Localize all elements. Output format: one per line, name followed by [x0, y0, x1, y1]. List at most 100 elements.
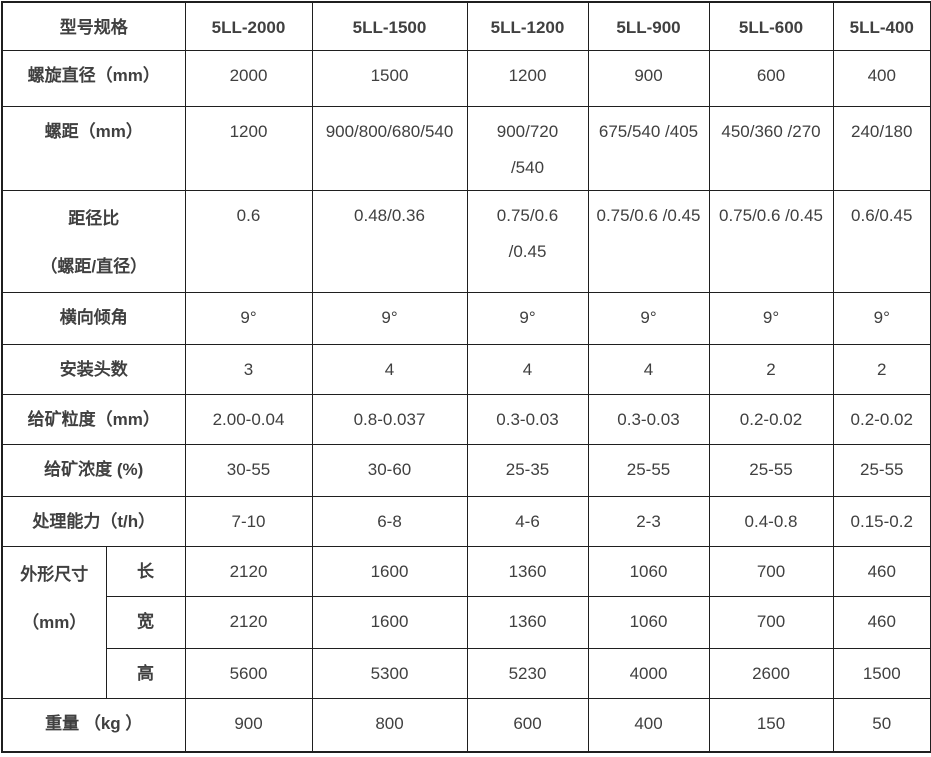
row-label: 螺距（mm） [1, 105, 186, 191]
table-cell: 900/800/680/540 [311, 105, 468, 191]
column-header-5ll-600: 5LL-600 [708, 1, 834, 51]
table-cell: 0.2-0.02 [708, 393, 834, 445]
table-cell: 0.4-0.8 [708, 495, 834, 547]
row-feed-concentration: 给矿浓度 (%) 30-55 30-60 25-35 25-55 25-55 2… [1, 443, 931, 497]
table-cell: 0.8-0.037 [311, 393, 468, 445]
table-cell: 0.15-0.2 [832, 495, 931, 547]
row-pitch-diameter-ratio: 距径比 （螺距/直径） 0.6 0.48/0.36 0.75/0.6 /0.45… [1, 189, 931, 293]
row-pitch: 螺距（mm） 1200 900/800/680/540 900/720 /540… [1, 105, 931, 191]
table-cell: 1500 [311, 49, 468, 107]
row-label: 给矿浓度 (%) [1, 443, 186, 497]
table-cell: 0.2-0.02 [832, 393, 931, 445]
table-cell: 450/360 /270 [708, 105, 834, 191]
table-cell: 150 [708, 697, 834, 753]
table-cell: 700 [708, 545, 834, 597]
table-cell: 4 [311, 343, 468, 395]
table-cell: 460 [832, 545, 931, 597]
table-cell: 1600 [311, 595, 468, 649]
table-cell: 0.6/0.45 [832, 189, 931, 293]
table-cell: 400 [587, 697, 710, 753]
header-row: 型号规格 5LL-2000 5LL-1500 5LL-1200 5LL-900 … [1, 1, 931, 51]
table-cell: 3 [184, 343, 313, 395]
table-cell: 1360 [466, 545, 589, 597]
row-transverse-angle: 横向倾角 9° 9° 9° 9° 9° 9° [1, 291, 931, 345]
table-cell: 400 [832, 49, 931, 107]
row-label: 处理能力（t/h） [1, 495, 186, 547]
column-header-5ll-1200: 5LL-1200 [466, 1, 589, 51]
sub-row-label-length: 长 [105, 545, 186, 597]
table-cell: 2120 [184, 595, 313, 649]
table-cell: 25-55 [708, 443, 834, 497]
table-cell: 800 [311, 697, 468, 753]
row-label: 横向倾角 [1, 291, 186, 345]
table-cell: 25-55 [587, 443, 710, 497]
table-cell: 2000 [184, 49, 313, 107]
table-cell: 600 [466, 697, 589, 753]
table-cell: 7-10 [184, 495, 313, 547]
table-cell: 240/180 [832, 105, 931, 191]
table-cell: 1060 [587, 595, 710, 649]
row-label: 螺旋直径（mm） [1, 49, 186, 107]
table-cell: 0.75/0.6 /0.45 [466, 189, 589, 293]
sub-row-label-height: 高 [105, 647, 186, 699]
row-feed-size: 给矿粒度（mm） 2.00-0.04 0.8-0.037 0.3-0.03 0.… [1, 393, 931, 445]
table-cell: 0.75/0.6 /0.45 [587, 189, 710, 293]
row-label: 重量 （kg ） [1, 697, 186, 753]
table-cell: 5230 [466, 647, 589, 699]
table-cell: 4000 [587, 647, 710, 699]
table-cell: 0.3-0.03 [466, 393, 589, 445]
column-header-5ll-400: 5LL-400 [832, 1, 931, 51]
row-spiral-diameter: 螺旋直径（mm） 2000 1500 1200 900 600 400 [1, 49, 931, 107]
row-dimensions-width: 宽 2120 1600 1360 1060 700 460 [2, 595, 931, 649]
table-cell: 1600 [311, 545, 468, 597]
row-dimensions-length: 外形尺寸 （mm） 长 2120 1600 1360 1060 700 460 [1, 545, 931, 699]
table-cell: 30-55 [184, 443, 313, 497]
table-cell: 9° [708, 291, 834, 345]
table-cell: 600 [708, 49, 834, 107]
table-cell: 460 [832, 595, 931, 649]
corner-header-cell: 型号规格 [1, 1, 186, 51]
table-cell: 700 [708, 595, 834, 649]
table-cell: 50 [832, 697, 931, 753]
table-cell: 900/720 /540 [466, 105, 589, 191]
table-cell: 1200 [184, 105, 313, 191]
column-header-5ll-900: 5LL-900 [587, 1, 710, 51]
table-cell: 9° [587, 291, 710, 345]
row-label: 给矿粒度（mm） [1, 393, 186, 445]
table-cell: 2 [832, 343, 931, 395]
table-cell: 9° [466, 291, 589, 345]
table-cell: 900 [587, 49, 710, 107]
row-dimensions-height: 高 5600 5300 5230 4000 2600 1500 [2, 647, 931, 699]
table-cell: 1500 [832, 647, 931, 699]
dimensions-group-label: 外形尺寸 （mm） [1, 545, 107, 699]
table-cell: 0.6 [184, 189, 313, 293]
table-cell: 1060 [587, 545, 710, 597]
table-cell: 900 [184, 697, 313, 753]
table-cell: 6-8 [311, 495, 468, 547]
table-cell: 4 [466, 343, 589, 395]
table-cell: 2 [708, 343, 834, 395]
table-cell: 1200 [466, 49, 589, 107]
column-header-5ll-1500: 5LL-1500 [311, 1, 468, 51]
row-weight: 重量 （kg ） 900 800 600 400 150 50 [1, 697, 931, 753]
table-cell: 30-60 [311, 443, 468, 497]
table-cell: 1360 [466, 595, 589, 649]
table-cell: 4-6 [466, 495, 589, 547]
table-cell: 25-55 [832, 443, 931, 497]
column-header-5ll-2000: 5LL-2000 [184, 1, 313, 51]
table-cell: 2600 [708, 647, 834, 699]
table-cell: 5300 [311, 647, 468, 699]
row-installed-heads: 安装头数 3 4 4 4 2 2 [1, 343, 931, 395]
table-cell: 9° [832, 291, 931, 345]
table-cell: 9° [311, 291, 468, 345]
table-cell: 2.00-0.04 [184, 393, 313, 445]
table-cell: 0.48/0.36 [311, 189, 468, 293]
table-cell: 0.3-0.03 [587, 393, 710, 445]
row-label: 安装头数 [1, 343, 186, 395]
table-cell: 675/540 /405 [587, 105, 710, 191]
table-cell: 2-3 [587, 495, 710, 547]
row-label: 距径比 （螺距/直径） [1, 189, 186, 293]
table-cell: 0.75/0.6 /0.45 [708, 189, 834, 293]
